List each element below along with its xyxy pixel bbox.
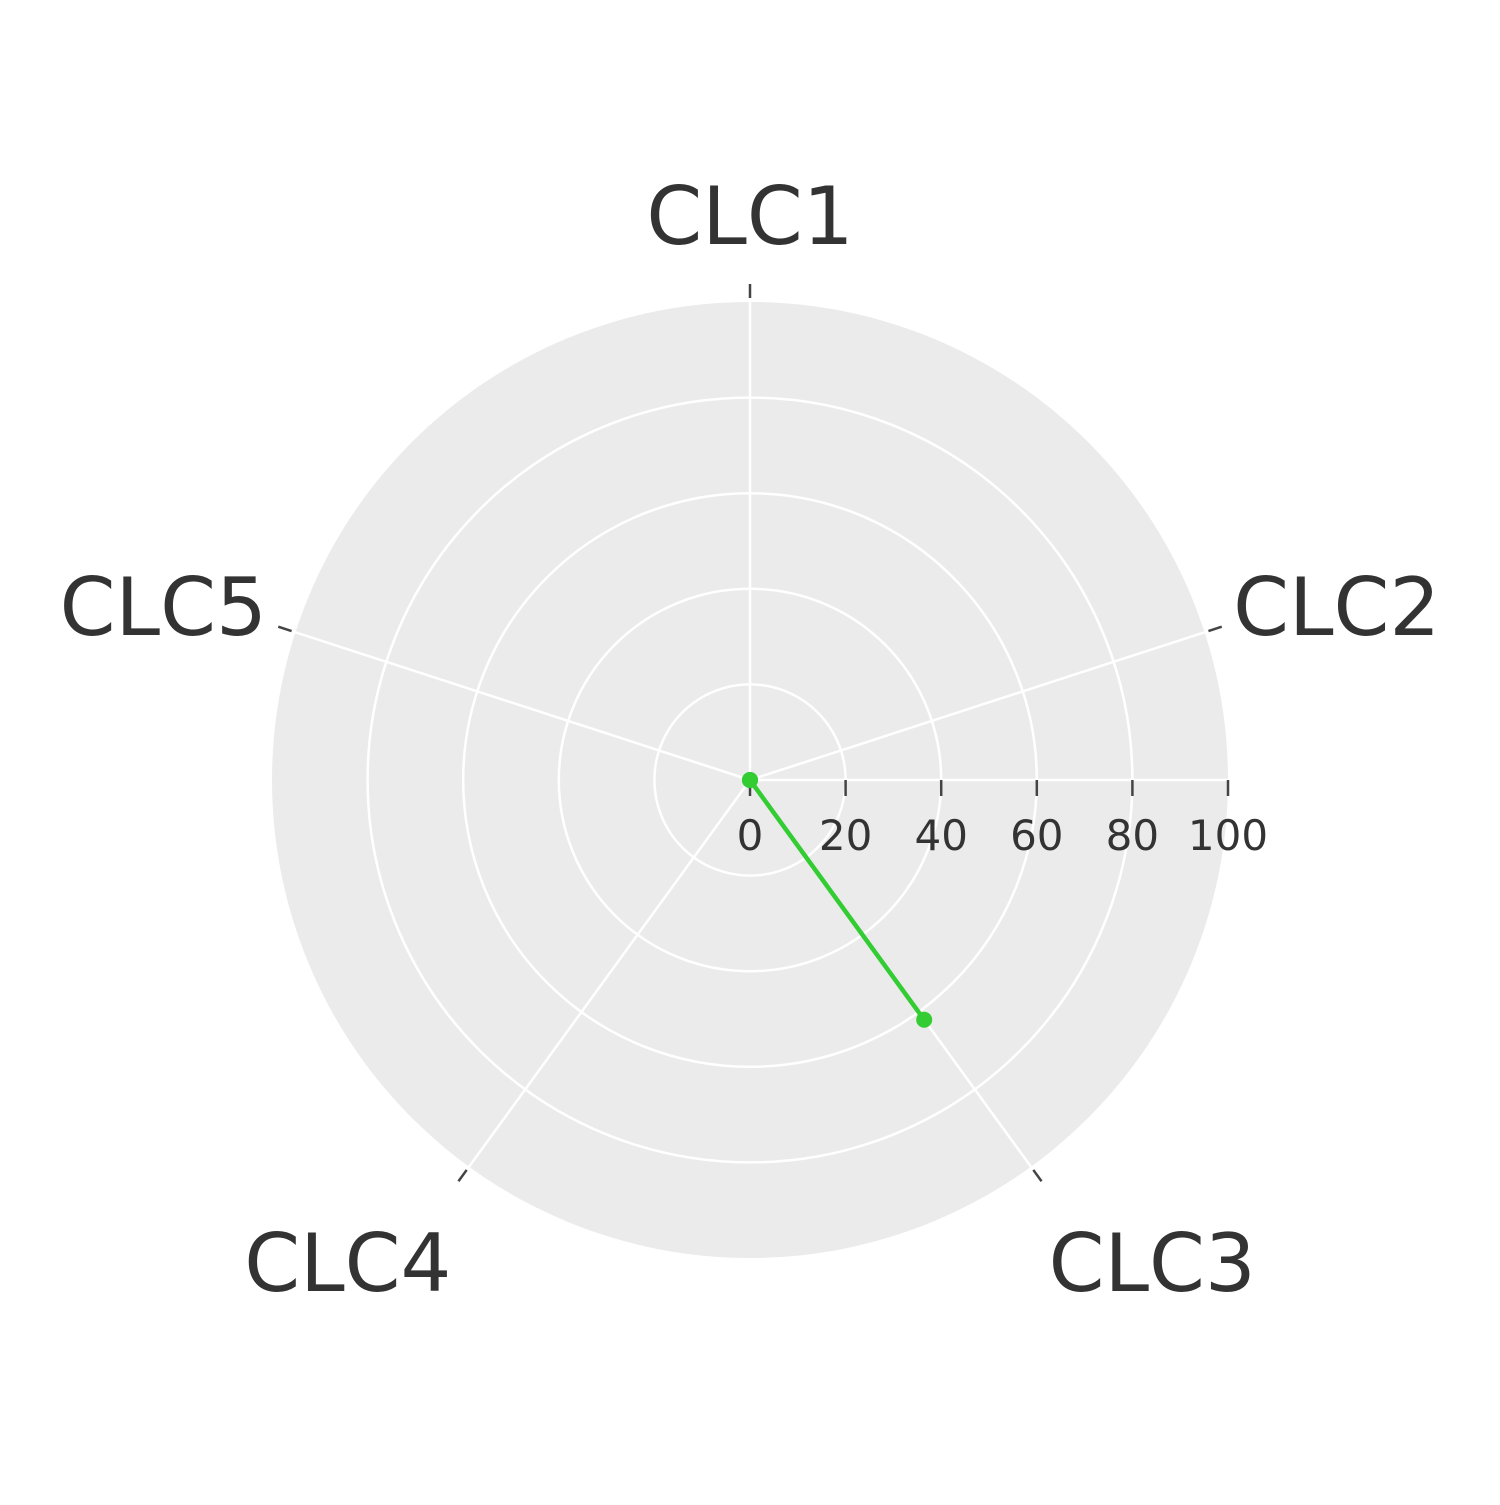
category-label-CLC3: CLC3 bbox=[1049, 1217, 1256, 1310]
category-label-CLC4: CLC4 bbox=[244, 1217, 451, 1310]
spoke-CLC2 bbox=[749, 631, 1205, 782]
radial-tick-label-40: 40 bbox=[914, 811, 967, 860]
angular-tick-CLC3 bbox=[1032, 1169, 1043, 1183]
series-0-point-CLC5 bbox=[742, 772, 758, 788]
spoke-CLC5 bbox=[295, 631, 751, 782]
series-0-point-CLC3 bbox=[916, 1011, 933, 1028]
spoke-CLC4 bbox=[468, 779, 752, 1168]
radial-tick-label-80: 80 bbox=[1106, 811, 1159, 860]
radial-tick-label-60: 60 bbox=[1010, 811, 1063, 860]
category-label-CLC5: CLC5 bbox=[60, 561, 267, 654]
angular-tick-CLC4 bbox=[457, 1169, 468, 1183]
angular-tick-CLC2 bbox=[1208, 625, 1223, 633]
radial-tick-label-0: 0 bbox=[737, 811, 764, 860]
angular-tick-CLC5 bbox=[277, 625, 292, 633]
radial-tick-label-100: 100 bbox=[1188, 811, 1268, 860]
category-label-CLC2: CLC2 bbox=[1233, 561, 1440, 654]
category-label-CLC1: CLC1 bbox=[646, 170, 853, 263]
radial-tick-label-20: 20 bbox=[819, 811, 872, 860]
